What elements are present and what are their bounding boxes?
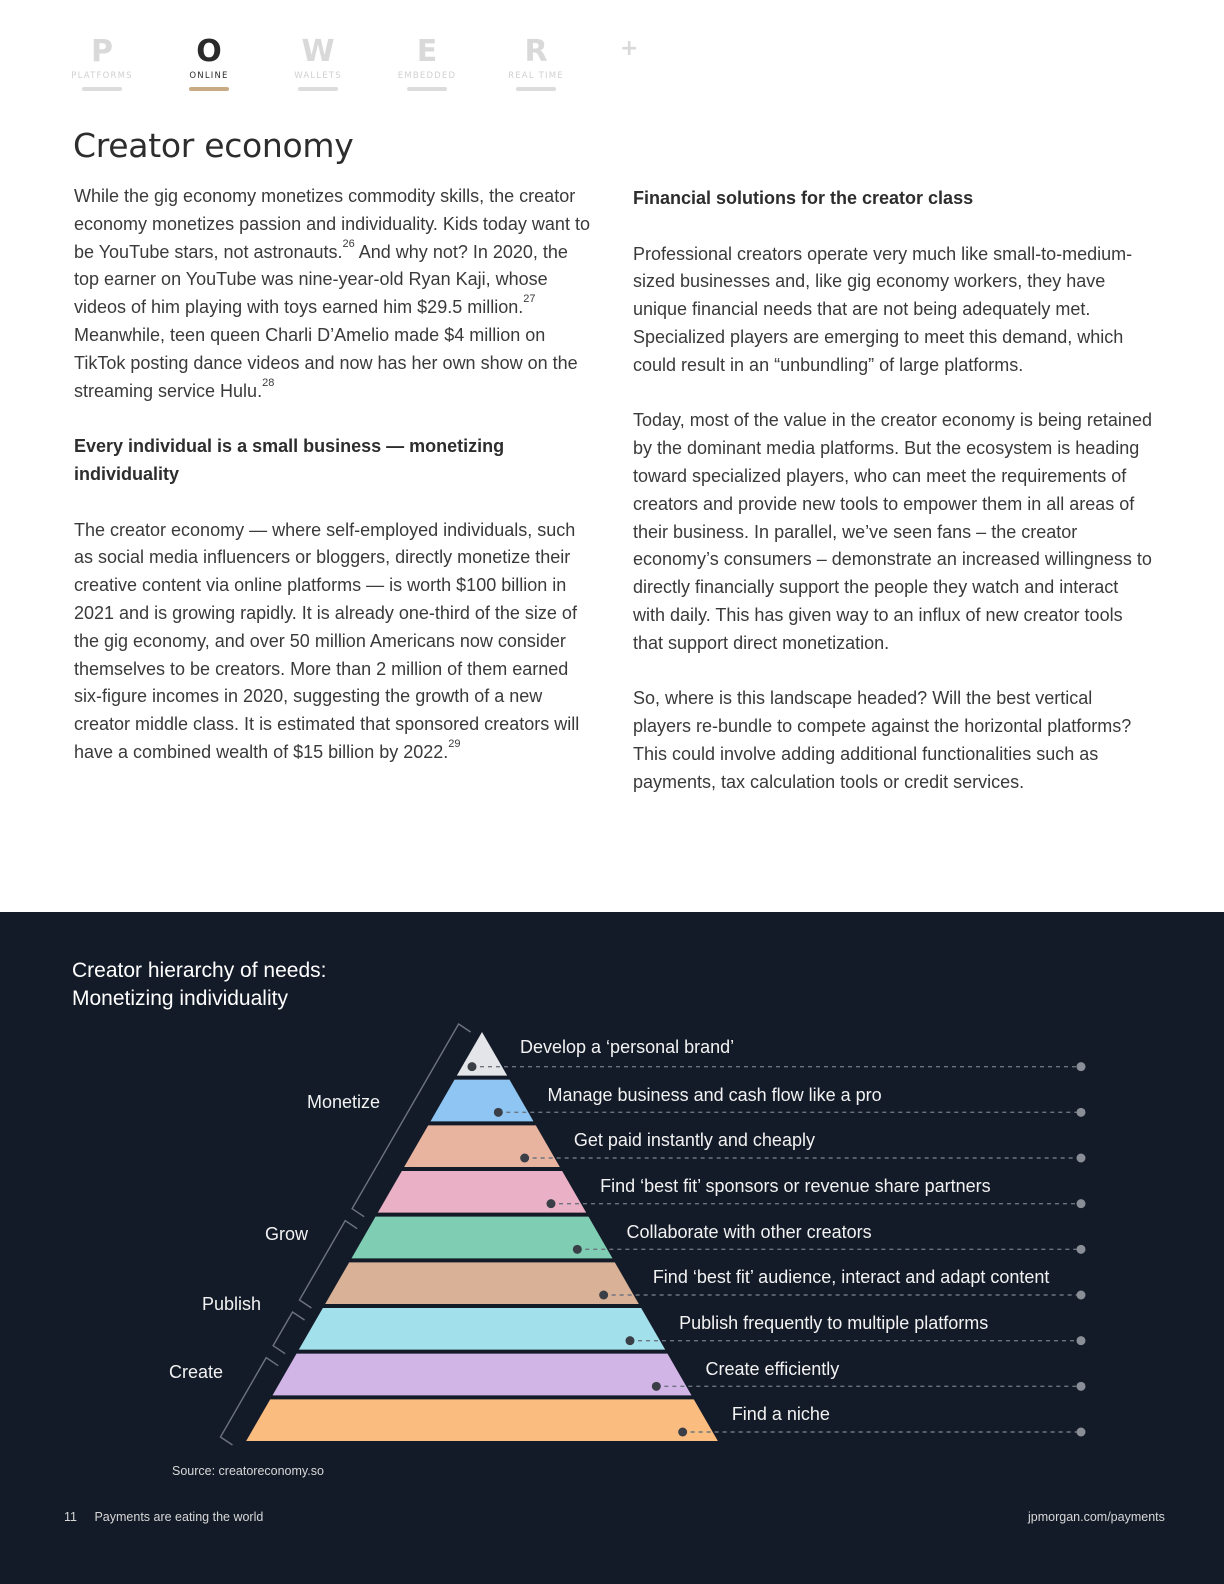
figure-panel [0, 912, 1224, 1584]
nav-tab-real-time[interactable]: R REAL TIME [486, 34, 586, 91]
group-brackets [219, 1023, 472, 1446]
figure-title-line: Creator hierarchy of needs: [72, 959, 327, 982]
leader-end-dot [1076, 1062, 1086, 1072]
text-run: Meanwhile, teen queen Charli D’Amelio ma… [74, 324, 578, 401]
nav-label: WALLETS [294, 71, 342, 81]
nav-tab-embedded[interactable]: E EMBEDDED [377, 34, 477, 91]
group-bracket [298, 1219, 358, 1309]
figure-title-line: Monetizing individuality [72, 987, 288, 1010]
leader-dot [493, 1107, 503, 1117]
intro-paragraph: While the gig economy monetizes commodit… [74, 183, 594, 405]
group-bracket [219, 1356, 279, 1446]
leader-dot [572, 1244, 582, 1254]
body-paragraph: Professional creators operate very much … [633, 243, 1133, 375]
nav-indicator-active [189, 87, 229, 91]
layer-label: Find a niche [731, 1404, 830, 1425]
layer-label: Find ‘best fit’ audience, interact and a… [652, 1267, 1050, 1288]
nav-tab-platforms[interactable]: P PLATFORMS [52, 34, 152, 91]
nav-indicator [516, 87, 556, 91]
leader-dot [546, 1199, 556, 1209]
pyramid-layer [246, 1399, 718, 1441]
leader-end-dot [1076, 1244, 1086, 1254]
footnote-ref[interactable]: 29 [448, 737, 461, 750]
pyramid-layer [351, 1216, 613, 1259]
leader-dot [599, 1290, 609, 1300]
nav-indicator [407, 87, 447, 91]
nav-tab-online[interactable]: O ONLINE [159, 34, 259, 91]
nav-indicator [298, 87, 338, 91]
leader-dot [520, 1153, 530, 1163]
layer-label: Get paid instantly and cheaply [573, 1130, 815, 1151]
nav-letter: R [524, 34, 548, 69]
leader-dot [467, 1062, 477, 1072]
leader-end-dot [1076, 1336, 1086, 1346]
layer-label: Manage business and cash flow like a pro [547, 1084, 882, 1105]
body-paragraph: Today, most of the value in the creator … [633, 410, 1152, 653]
group-label-publish: Publish [202, 1294, 262, 1314]
right-column: Financial solutions for the creator clas… [633, 185, 1153, 824]
leader-end-dot [1076, 1427, 1086, 1437]
nav-label: PLATFORMS [71, 71, 133, 81]
group-bracket [272, 1311, 305, 1355]
leader-end-dot [1076, 1381, 1086, 1391]
layer-label: Develop a ‘personal brand’ [520, 1037, 735, 1057]
document-title: Payments are eating the world [94, 1510, 264, 1524]
text-run: And why not? In 2020, the top earner on … [74, 241, 568, 318]
left-column: While the gig economy monetizes commodit… [74, 183, 594, 795]
nav-label: EMBEDDED [397, 71, 457, 81]
layer-label: Publish frequently to multiple platforms [679, 1313, 989, 1333]
group-label-monetize: Monetize [307, 1092, 381, 1112]
leader-dot [625, 1336, 635, 1346]
nav-letter: P [91, 34, 113, 69]
pyramid-layer [377, 1171, 587, 1213]
nav-label: ONLINE [189, 71, 229, 81]
section-heading: Every individual is a small business — m… [74, 436, 505, 484]
plus-icon[interactable]: + [620, 36, 639, 61]
pyramid-layer [456, 1032, 508, 1076]
pyramid-layer [272, 1353, 692, 1396]
pyramid-layer [430, 1079, 534, 1122]
group-label-create: Create [169, 1362, 224, 1382]
figure-source: Source: creatoreconomy.so [172, 1464, 324, 1478]
section-heading: Financial solutions for the creator clas… [633, 188, 974, 208]
footnote-ref[interactable]: 28 [262, 376, 275, 389]
body-paragraph: The creator economy — where self-employe… [74, 517, 594, 767]
layer-label: Find ‘best fit’ sponsors or revenue shar… [600, 1176, 991, 1196]
pyramid-layer [404, 1125, 560, 1167]
pyramid-layer [325, 1262, 639, 1304]
page-footer: 11 Payments are eating the world [64, 1510, 263, 1524]
leader-lines [467, 1062, 1086, 1437]
nav-letter: W [301, 34, 335, 69]
group-label-grow: Grow [265, 1224, 309, 1244]
body-paragraph: So, where is this landscape headed? Will… [633, 688, 1132, 792]
pyramid-layer [298, 1308, 666, 1350]
text-run: The creator economy — where self-employe… [74, 519, 580, 762]
nav-tab-wallets[interactable]: W WALLETS [268, 34, 368, 91]
leader-dot [651, 1381, 661, 1391]
nav-letter: E [416, 34, 438, 69]
leader-end-dot [1076, 1199, 1086, 1209]
group-bracket [351, 1023, 472, 1218]
leader-end-dot [1076, 1107, 1086, 1117]
page-number: 11 [64, 1510, 77, 1524]
nav-letter: O [196, 34, 222, 69]
layer-label: Create efficiently [705, 1358, 840, 1379]
figure-title: Creator hierarchy of needs: Monetizing i… [72, 957, 326, 1013]
footnote-ref[interactable]: 27 [523, 293, 536, 306]
page-title: Creator economy [73, 126, 354, 165]
nav-label: REAL TIME [508, 71, 564, 81]
footer-link[interactable]: jpmorgan.com/payments [1028, 1510, 1165, 1524]
layer-label: Collaborate with other creators [626, 1221, 872, 1242]
leader-dot [678, 1427, 688, 1437]
text-run: While the gig economy monetizes commodit… [74, 186, 590, 262]
pyramid-layers [246, 1032, 718, 1441]
footnote-ref[interactable]: 26 [342, 237, 355, 250]
leader-end-dot [1076, 1153, 1086, 1163]
nav-indicator [82, 87, 122, 91]
leader-end-dot [1076, 1290, 1086, 1300]
